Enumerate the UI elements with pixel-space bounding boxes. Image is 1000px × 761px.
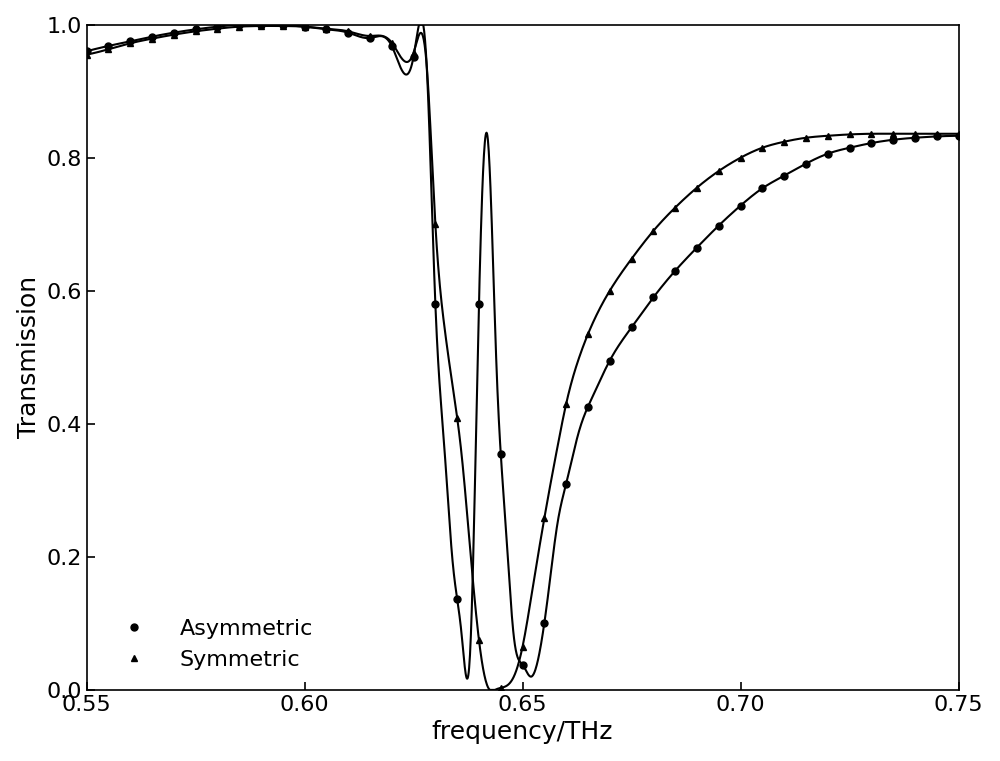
Asymmetric [953, 131, 965, 140]
Symmetric [342, 27, 354, 36]
Symmetric [255, 21, 267, 30]
Symmetric [364, 31, 376, 40]
Symmetric [146, 34, 158, 43]
Asymmetric [626, 323, 638, 332]
Symmetric [909, 129, 921, 139]
Asymmetric [931, 132, 943, 141]
Symmetric [560, 400, 572, 409]
Symmetric [604, 286, 616, 295]
Symmetric [626, 254, 638, 263]
Symmetric [451, 413, 463, 422]
Asymmetric [146, 32, 158, 41]
Symmetric [386, 38, 398, 47]
Y-axis label: Transmission: Transmission [17, 276, 41, 438]
Asymmetric [778, 171, 790, 180]
Line: Asymmetric: Asymmetric [83, 21, 962, 668]
Symmetric [778, 137, 790, 146]
Asymmetric [865, 139, 877, 148]
Asymmetric [691, 243, 703, 252]
Asymmetric [451, 594, 463, 603]
Symmetric [931, 129, 943, 139]
Symmetric [299, 22, 311, 31]
Asymmetric [102, 41, 114, 50]
Symmetric [669, 203, 681, 212]
Asymmetric [342, 28, 354, 37]
Symmetric [887, 129, 899, 139]
Symmetric [277, 21, 289, 30]
Asymmetric [822, 149, 834, 158]
Symmetric [320, 24, 332, 33]
Symmetric [408, 48, 420, 57]
Asymmetric [800, 159, 812, 168]
Symmetric [822, 131, 834, 140]
Asymmetric [538, 619, 550, 628]
Symmetric [800, 133, 812, 142]
Symmetric [517, 642, 529, 651]
Asymmetric [735, 201, 747, 210]
Asymmetric [299, 22, 311, 31]
X-axis label: frequency/THz: frequency/THz [432, 721, 613, 744]
Line: Symmetric: Symmetric [83, 23, 962, 692]
Symmetric [495, 683, 507, 693]
Symmetric [953, 129, 965, 139]
Symmetric [538, 514, 550, 523]
Symmetric [190, 27, 202, 36]
Asymmetric [844, 143, 856, 152]
Symmetric [691, 183, 703, 193]
Symmetric [473, 635, 485, 645]
Asymmetric [364, 33, 376, 43]
Legend: Asymmetric, Symmetric: Asymmetric, Symmetric [98, 610, 322, 679]
Symmetric [865, 129, 877, 139]
Asymmetric [255, 20, 267, 29]
Symmetric [102, 45, 114, 54]
Asymmetric [429, 300, 441, 309]
Asymmetric [211, 22, 223, 31]
Asymmetric [81, 46, 93, 56]
Symmetric [582, 330, 594, 339]
Symmetric [211, 24, 223, 33]
Asymmetric [669, 266, 681, 275]
Symmetric [844, 130, 856, 139]
Asymmetric [495, 449, 507, 458]
Asymmetric [887, 135, 899, 145]
Asymmetric [473, 300, 485, 309]
Asymmetric [604, 356, 616, 365]
Symmetric [735, 153, 747, 162]
Symmetric [429, 220, 441, 229]
Symmetric [168, 30, 180, 40]
Asymmetric [517, 660, 529, 669]
Asymmetric [408, 52, 420, 61]
Asymmetric [190, 25, 202, 34]
Asymmetric [713, 221, 725, 230]
Asymmetric [320, 25, 332, 34]
Asymmetric [909, 133, 921, 142]
Symmetric [124, 39, 136, 48]
Asymmetric [124, 37, 136, 46]
Asymmetric [277, 21, 289, 30]
Symmetric [713, 167, 725, 176]
Symmetric [233, 22, 245, 31]
Symmetric [756, 143, 768, 152]
Asymmetric [582, 402, 594, 411]
Asymmetric [560, 479, 572, 489]
Asymmetric [233, 20, 245, 29]
Asymmetric [386, 41, 398, 50]
Asymmetric [647, 293, 659, 302]
Symmetric [647, 226, 659, 235]
Asymmetric [168, 28, 180, 37]
Symmetric [81, 50, 93, 59]
Asymmetric [756, 183, 768, 193]
